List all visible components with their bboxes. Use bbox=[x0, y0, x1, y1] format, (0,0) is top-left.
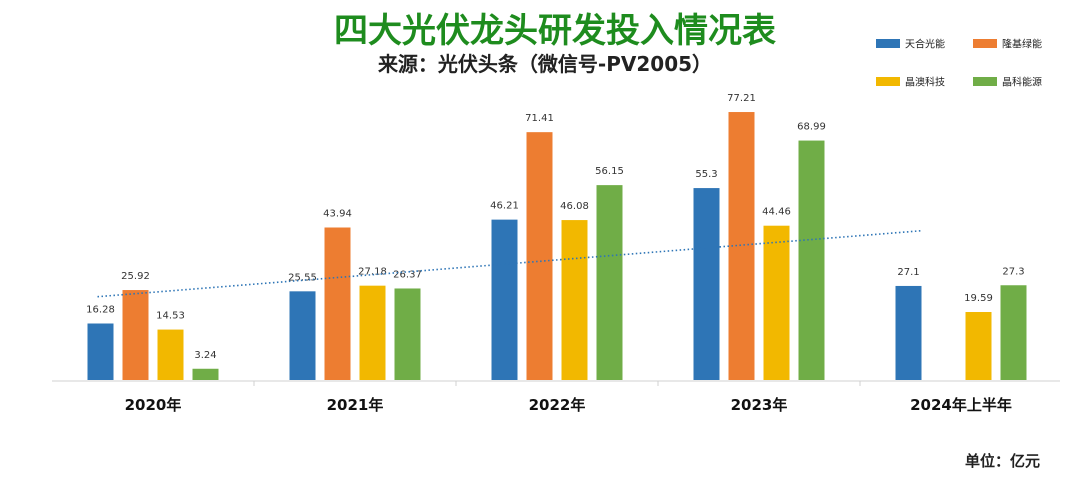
data-label: 43.94 bbox=[323, 209, 352, 220]
legend-swatch bbox=[973, 39, 997, 48]
data-label: 3.24 bbox=[194, 350, 216, 361]
legend-label: 晶澳科技 bbox=[905, 76, 945, 89]
data-label: 46.08 bbox=[560, 201, 589, 212]
data-label: 77.21 bbox=[727, 93, 756, 104]
bar bbox=[763, 225, 790, 380]
bars bbox=[87, 112, 1027, 380]
bar bbox=[1000, 285, 1027, 380]
chart-title: 四大光伏龙头研发投入情况表 bbox=[334, 11, 776, 51]
unit-label: 单位：亿元 bbox=[965, 452, 1040, 470]
data-label: 25.92 bbox=[121, 271, 150, 282]
data-label: 46.21 bbox=[490, 201, 519, 212]
x-tick-label: 2022年 bbox=[529, 396, 586, 414]
legend-label: 天合光能 bbox=[905, 38, 945, 51]
data-label: 55.3 bbox=[695, 169, 717, 180]
data-label: 68.99 bbox=[797, 122, 826, 133]
legend-label: 晶科能源 bbox=[1002, 76, 1042, 89]
bar bbox=[526, 132, 553, 380]
bar bbox=[965, 312, 992, 380]
data-label: 25.55 bbox=[288, 272, 317, 283]
data-label: 27.3 bbox=[1002, 266, 1024, 277]
x-axis-labels: 2020年 2021年 2022年 2023年 2024年上半年 bbox=[125, 396, 1012, 414]
bar bbox=[157, 329, 184, 380]
bar bbox=[561, 220, 588, 380]
data-label: 56.15 bbox=[595, 166, 624, 177]
value-labels: 16.28 25.92 14.53 3.24 25.55 43.94 27.18 26.37 4… bbox=[86, 93, 1024, 361]
data-label: 16.28 bbox=[86, 304, 115, 315]
bar bbox=[122, 290, 149, 380]
bar bbox=[596, 185, 623, 380]
bar bbox=[394, 288, 421, 380]
x-tick-label: 2023年 bbox=[731, 396, 788, 414]
data-label: 71.41 bbox=[525, 113, 554, 124]
bar bbox=[895, 285, 922, 380]
bar bbox=[798, 140, 825, 380]
bar bbox=[324, 227, 351, 380]
legend-swatch bbox=[876, 39, 900, 48]
bar bbox=[359, 285, 386, 380]
legend-label: 隆基绿能 bbox=[1002, 38, 1042, 51]
x-tick-label: 2020年 bbox=[125, 396, 182, 414]
legend-swatch bbox=[973, 77, 997, 86]
bar bbox=[87, 323, 114, 380]
x-tick-label: 2024年上半年 bbox=[910, 396, 1012, 414]
chart-subtitle: 来源：光伏头条（微信号-PV2005） bbox=[377, 52, 712, 76]
bar bbox=[491, 219, 518, 380]
x-tick-label: 2021年 bbox=[327, 396, 384, 414]
bar bbox=[192, 368, 219, 380]
data-label: 26.37 bbox=[393, 269, 422, 280]
data-label: 14.53 bbox=[156, 311, 185, 322]
data-label: 19.59 bbox=[964, 293, 993, 304]
x-axis-ticks bbox=[253, 381, 861, 386]
bar bbox=[693, 188, 720, 380]
bar bbox=[289, 291, 316, 380]
data-label: 27.1 bbox=[897, 267, 919, 278]
data-label: 44.46 bbox=[762, 207, 791, 218]
legend-swatch bbox=[876, 77, 900, 86]
trendline bbox=[97, 229, 922, 298]
data-label: 27.18 bbox=[358, 267, 387, 278]
